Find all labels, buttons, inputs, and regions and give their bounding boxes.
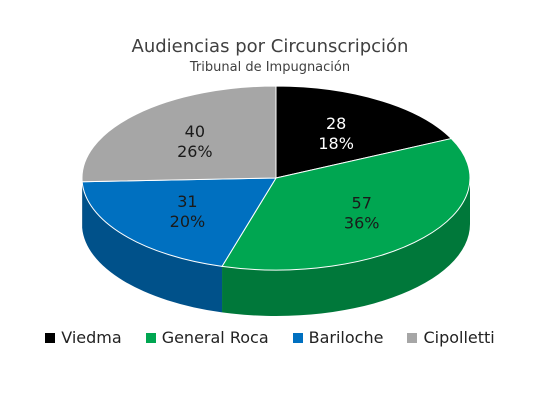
slice-value-label-1: 57 [352,194,372,213]
slice-1 [221,138,471,271]
legend-label: Bariloche [308,328,384,347]
slice-value-label-0: 28 [326,114,346,133]
legend-item-0: Viedma [45,328,122,347]
legend-swatch [292,332,303,343]
slice-2 [81,177,277,267]
slice-side-2 [82,181,223,313]
slice-percent-label-2: 20% [170,212,206,231]
chart-subtitle: Tribunal de Impugnación [189,60,351,75]
legend-item-2: Bariloche [292,328,384,347]
slice-0 [275,85,453,179]
slice-value-label-3: 40 [185,122,205,141]
legend-item-1: General Roca [145,328,269,347]
legend-swatch [145,332,156,343]
slice-value-label-2: 31 [177,192,197,211]
legend-swatch [45,332,56,343]
legend-label: General Roca [161,328,269,347]
slice-3 [81,85,277,183]
chart-title: Audiencias por Circunscripción [131,36,409,57]
slice-percent-label-3: 26% [177,142,213,161]
legend-item-3: Cipolletti [407,328,495,347]
legend-label: Viedma [61,328,122,347]
legend-swatch [407,332,418,343]
legend-label: Cipolletti [423,328,495,347]
slice-percent-label-1: 36% [344,214,380,233]
slice-side-1 [222,178,470,316]
slice-percent-label-0: 18% [318,134,354,153]
legend: Viedma General Roca Bariloche Cipolletti [0,328,540,347]
